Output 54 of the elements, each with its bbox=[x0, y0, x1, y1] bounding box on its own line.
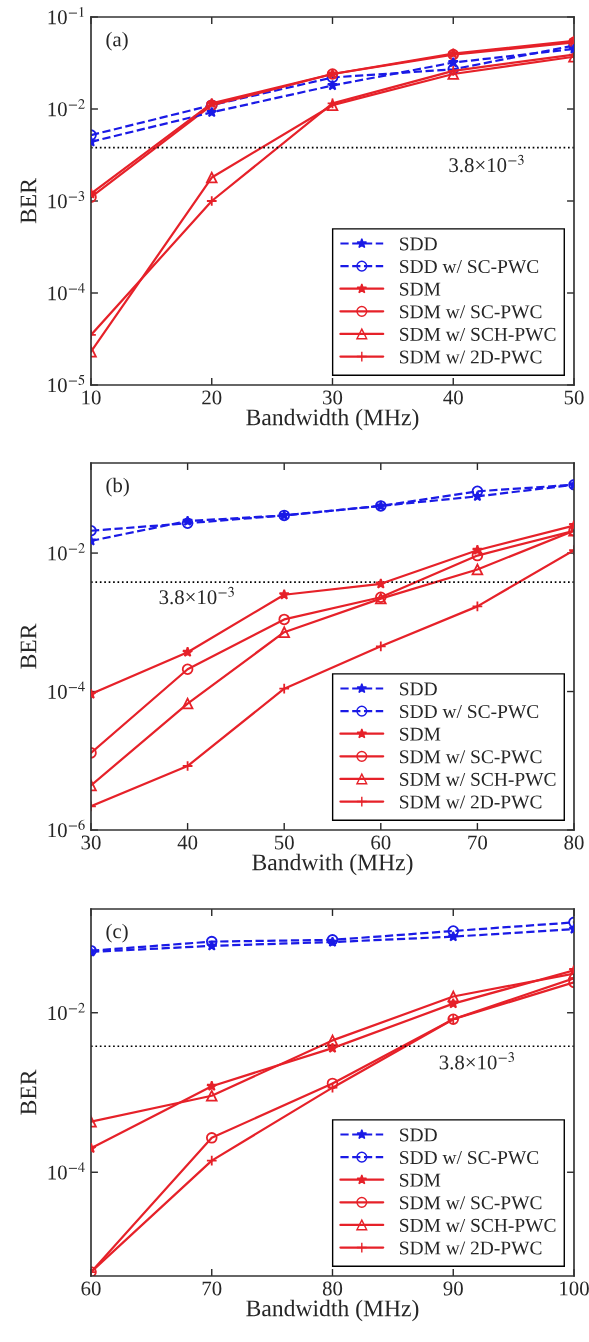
x-tick-label: 90 bbox=[443, 1281, 463, 1296]
x-tick-label: 50 bbox=[274, 835, 294, 850]
legend-label: SDM w/ SCH-PWC bbox=[400, 772, 556, 787]
legend-label: SDM w/ SCH-PWC bbox=[400, 327, 556, 342]
x-tick-label: 70 bbox=[202, 1281, 222, 1296]
legend-label: SDD w/ SC-PWC bbox=[400, 260, 539, 274]
y-axis-title: BER bbox=[20, 1069, 37, 1115]
y-tick-label: 10$^{−2}$ bbox=[48, 1002, 85, 1021]
legend-label: SDD bbox=[400, 237, 437, 251]
annotation: (b) bbox=[106, 477, 129, 497]
x-axis-title: Bandwidth (MHz) bbox=[246, 1299, 419, 1322]
x-tick-label: 40 bbox=[177, 835, 198, 850]
x-tick-label: 20 bbox=[202, 390, 222, 405]
legend-label: SDM w/ SC-PWC bbox=[400, 750, 542, 764]
legend-label: SDD w/ SC-PWC bbox=[400, 1151, 539, 1165]
y-tick-label: 10$^{−4}$ bbox=[48, 681, 85, 699]
y-tick-label: 10$^{−1}$ bbox=[48, 6, 84, 25]
annotation: (a) bbox=[106, 31, 128, 51]
y-tick-label: 10$^{−2}$ bbox=[48, 543, 85, 561]
x-tick-label: 40 bbox=[443, 390, 463, 405]
legend-label: SDM w/ 2D-PWC bbox=[400, 1241, 542, 1255]
legend-label: SDM bbox=[400, 727, 441, 741]
x-tick-label: 100 bbox=[560, 1281, 589, 1296]
y-tick-label: 10$^{−4}$ bbox=[48, 282, 85, 301]
y-tick-label: 10$^{−2}$ bbox=[48, 98, 85, 117]
x-tick-label: 60 bbox=[371, 835, 391, 850]
x-tick-label: 80 bbox=[322, 1281, 343, 1296]
legend-label: SDM w/ 2D-PWC bbox=[400, 795, 542, 809]
x-tick-label: 80 bbox=[564, 835, 584, 850]
y-axis-title: BER bbox=[20, 178, 37, 224]
x-tick-label: 50 bbox=[564, 390, 584, 405]
x-tick-label: 60 bbox=[81, 1281, 101, 1296]
x-tick-label: 70 bbox=[468, 835, 488, 850]
legend-label: SDD bbox=[400, 682, 437, 696]
y-tick-label: 10$^{−4}$ bbox=[48, 1162, 85, 1180]
x-axis-title: Bandwidth (MHz) bbox=[246, 408, 419, 431]
annotation: (c) bbox=[106, 923, 128, 943]
legend-label: SDM bbox=[400, 282, 441, 296]
legend-label: SDM bbox=[400, 1173, 441, 1187]
x-tick-label: 30 bbox=[323, 390, 343, 405]
legend-label: SDD w/ SC-PWC bbox=[400, 705, 539, 719]
y-axis-title: BER bbox=[20, 623, 37, 669]
legend-label: SDM w/ SC-PWC bbox=[400, 1196, 542, 1210]
y-tick-label: 10$^{−3}$ bbox=[48, 190, 85, 209]
ref-line-label: 3.8×10$^{−3}$ bbox=[439, 1052, 514, 1070]
legend-label: SDM w/ SC-PWC bbox=[400, 305, 542, 319]
legend-label: SDM w/ SCH-PWC bbox=[400, 1218, 556, 1233]
legend-label: SDD bbox=[400, 1128, 437, 1142]
x-tick-label: 10 bbox=[82, 390, 101, 405]
legend-label: SDM w/ 2D-PWC bbox=[400, 350, 542, 364]
ref-line-label: 3.8×10$^{−3}$ bbox=[159, 586, 234, 605]
x-tick-label: 30 bbox=[81, 835, 101, 850]
ref-line-label: 3.8×10$^{−3}$ bbox=[449, 154, 524, 173]
x-axis-title: Bandwith (MHz) bbox=[252, 853, 413, 876]
